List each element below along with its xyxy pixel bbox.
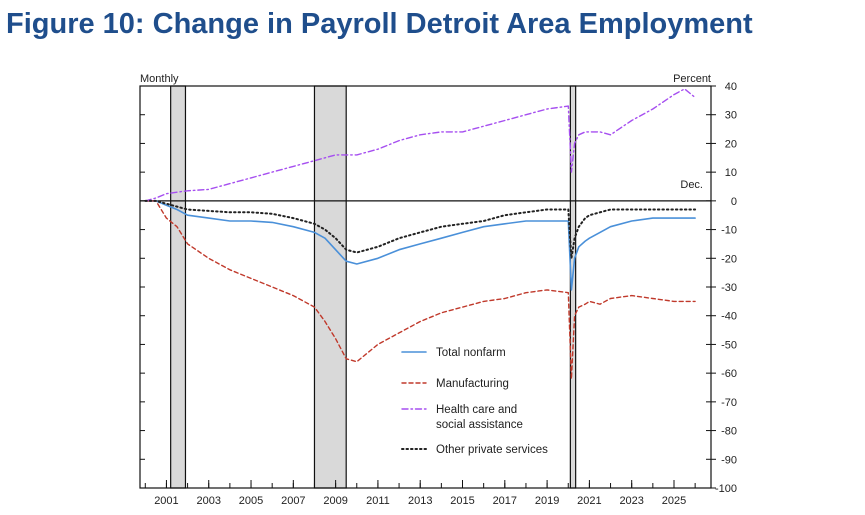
right-axis-label: Percent — [673, 73, 711, 85]
series-line-other-private-services — [144, 199, 697, 260]
y-tick-label: -30 — [721, 282, 737, 294]
legend-label: Other private services — [436, 444, 548, 456]
y-tick-label: 0 — [731, 196, 737, 208]
series-layer — [144, 88, 697, 380]
y-tick-label: 10 — [725, 167, 737, 179]
y-tick-label: -50 — [721, 339, 737, 351]
x-tick-label: 2019 — [535, 495, 559, 507]
legend: Total nonfarm Manufacturing Health care an… — [401, 347, 548, 456]
y-tick-label: -100 — [715, 483, 737, 495]
x-tick-label: 2007 — [281, 495, 305, 507]
x-tick-label: 2013 — [408, 495, 432, 507]
legend-label: Manufacturing — [436, 378, 509, 390]
right-axis: 40 30 20 10 0 -10 -20 -30 -40 -50 -60 -70 -80 -90 -100 — [706, 81, 737, 495]
plot-frame — [139, 85, 712, 489]
figure-title: Figure 10: Change in Payroll Detroit Are… — [6, 8, 753, 40]
x-tick-label: 2011 — [366, 495, 390, 507]
x-tick-label: 2005 — [239, 495, 263, 507]
x-tick-label: 2023 — [619, 495, 643, 507]
x-tick-label: 2015 — [450, 495, 474, 507]
x-axis: 2001 2003 2005 2007 2009 2011 2013 2015 2017 2019… — [144, 480, 696, 507]
series-line-health-care-and-social-assistance — [144, 88, 696, 202]
x-tick-label: 2003 — [196, 495, 220, 507]
y-tick-label: -60 — [721, 368, 737, 380]
legend-label: Total nonfarm — [436, 347, 506, 359]
y-tick-label: 40 — [725, 81, 737, 93]
y-tick-label: 20 — [725, 138, 737, 150]
y-tick-label: -70 — [721, 397, 737, 409]
series-line-manufacturing — [144, 200, 696, 380]
legend-label: social assistance — [436, 419, 523, 431]
left-axis-label: Monthly — [140, 73, 179, 85]
series-line-total-nonfarm — [144, 200, 696, 291]
recession-band-2 — [313, 85, 347, 489]
x-tick-label: 2025 — [662, 495, 686, 507]
y-tick-label: -90 — [721, 454, 737, 466]
x-tick-label: 2009 — [323, 495, 347, 507]
y-tick-label: 30 — [725, 110, 737, 122]
x-tick-label: 2021 — [577, 495, 601, 507]
y-tick-label: -40 — [721, 311, 737, 323]
y-tick-label: -80 — [721, 426, 737, 438]
recession-bands — [170, 85, 577, 489]
y-tick-label: -20 — [721, 253, 737, 265]
legend-label: Health care and — [436, 404, 517, 416]
recession-band-1 — [170, 85, 187, 489]
left-axis-ticks — [140, 85, 145, 489]
baseline-label: Dec. — [680, 179, 703, 191]
x-tick-label: 2001 — [154, 495, 178, 507]
x-tick-label: 2017 — [493, 495, 517, 507]
y-tick-label: -10 — [721, 225, 737, 237]
